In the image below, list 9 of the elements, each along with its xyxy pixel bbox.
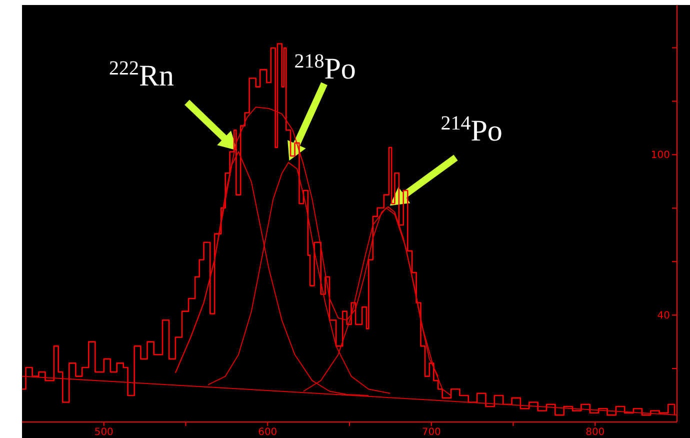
annotation: $^{222}$Rn [109,57,174,92]
x-tick-label: 600 [258,427,278,438]
x-tick-label: 800 [586,427,605,438]
x-tick-label: 700 [422,427,441,438]
x-tick-label: 500 [94,427,114,438]
annotation: $^{218}$Po [294,50,356,86]
y-tick-label: 100 [650,150,670,162]
annotation: $^{214}$Po [440,112,502,148]
y-tick-label: 40 [657,310,670,322]
